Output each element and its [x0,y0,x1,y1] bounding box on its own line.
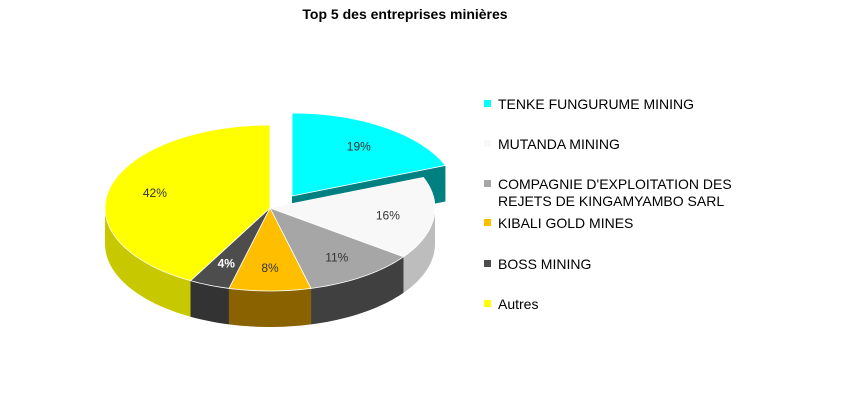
slice-label-2: 11% [325,250,348,264]
slice-label-5: 42% [143,186,167,200]
pie-slice-5 [104,124,271,282]
pie-slice-2 [269,207,405,289]
legend-swatch [484,219,491,226]
slice-label-4: 4% [218,257,236,271]
slice-side-2 [311,256,404,325]
legend-item: BOSS MINING [484,256,784,273]
slice-label-3: 8% [261,261,279,275]
legend-swatch [484,100,491,107]
legend-item: MUTANDA MINING [484,136,784,153]
legend: TENKE FUNGURUME MINING MUTANDA MINING COMP… [484,0,854,403]
legend-label: KIBALI GOLD MINES [498,215,634,231]
legend-label: MUTANDA MINING [498,136,620,152]
legend-label: TENKE FUNGURUME MINING [498,96,694,112]
legend-item: TENKE FUNGURUME MINING [484,96,784,113]
pie-slice-0 [291,112,447,197]
legend-swatch [484,180,491,187]
legend-label: COMPAGNIE D'EXPLOITATION DES REJETS DE K… [498,176,732,209]
pie-slice-4 [189,207,271,289]
legend-swatch [484,140,491,147]
slice-side-5 [105,208,191,317]
legend-item: KIBALI GOLD MINES [484,215,784,232]
legend-label: BOSS MINING [498,256,592,272]
pie-slice-3 [228,207,312,292]
legend-item: COMPAGNIE D'EXPLOITATION DES REJETS DE K… [484,176,784,210]
slice-side-3 [228,288,312,327]
legend-swatch [484,260,491,267]
legend-swatch [484,300,491,307]
chart-title: Top 5 des entreprises minières [302,6,508,22]
pie-slice-1 [268,177,436,258]
slice-side-1 [403,208,435,293]
slice-side-4 [190,280,229,325]
legend-item: Autres [484,296,784,313]
legend-label: Autres [498,296,539,312]
slice-label-1: 16% [376,209,400,223]
slice-label-0: 19% [347,140,371,154]
